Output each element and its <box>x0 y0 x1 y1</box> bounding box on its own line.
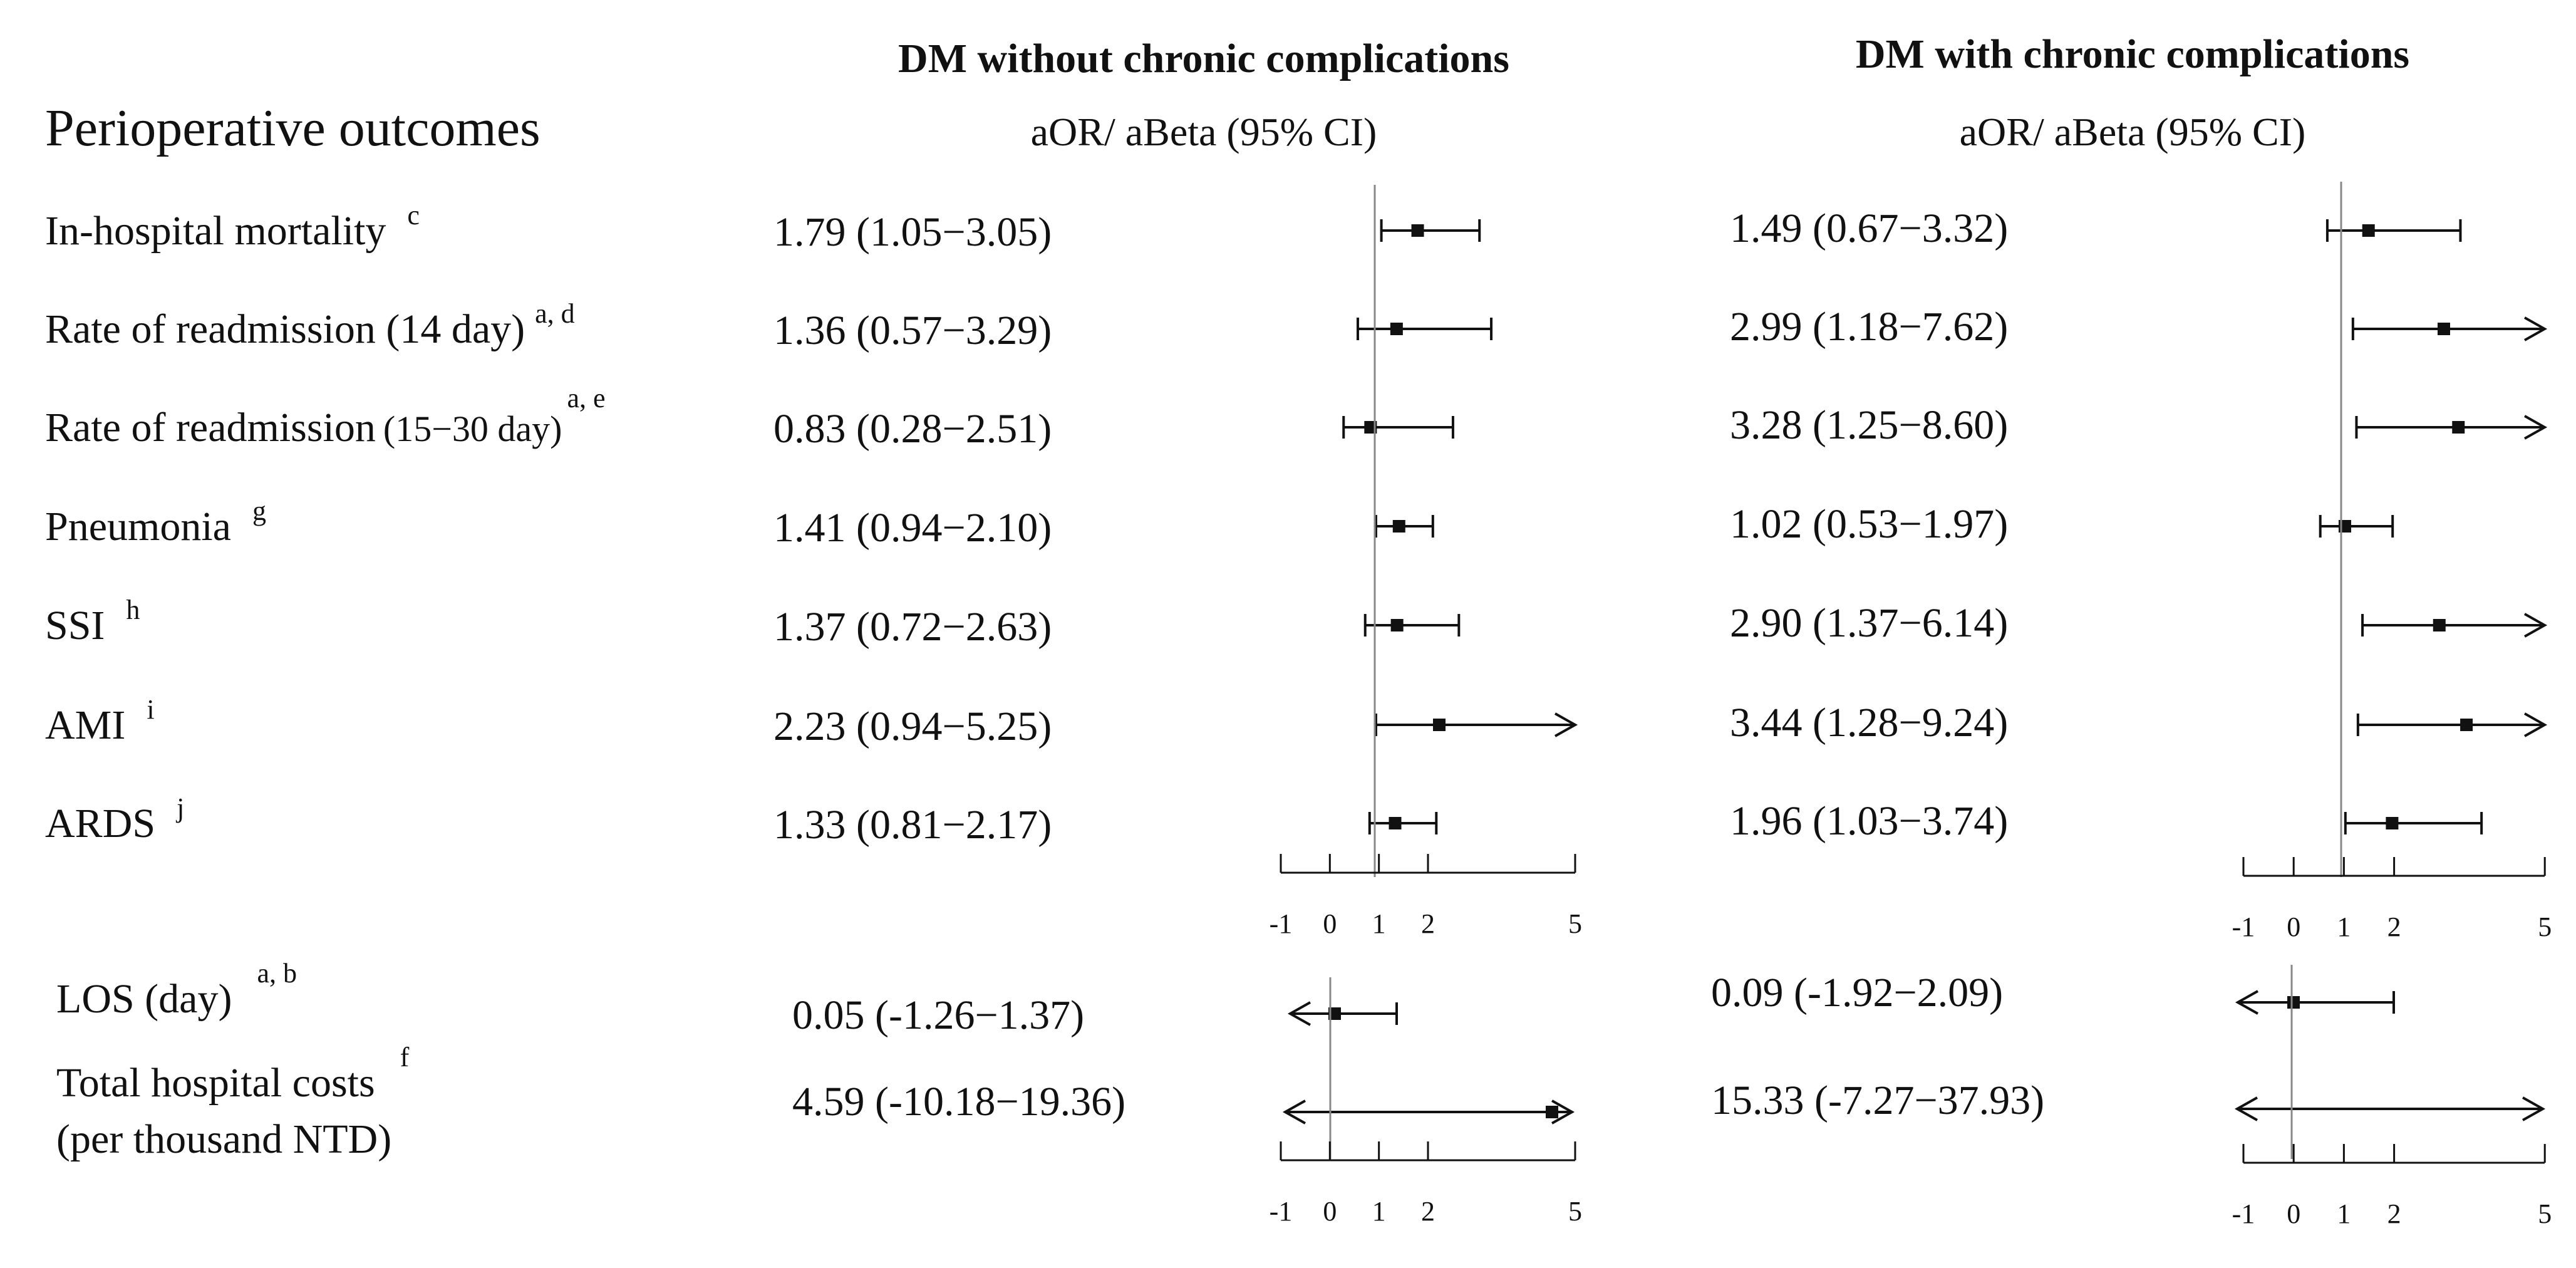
right-point-estimate-2 <box>2452 421 2465 434</box>
right-costs-arrow-left <box>2234 1096 2258 1121</box>
left-estimate-text-3: 1.41 (0.94−2.10) <box>773 505 1052 551</box>
left-estimate-text-2: 0.83 (0.28−2.51) <box>773 406 1052 452</box>
left-point-estimate-4 <box>1390 619 1404 631</box>
right-axis-tick-label-1-0: -1 <box>2232 1198 2255 1229</box>
left-axis-tick-label-1-0: -1 <box>1270 1196 1293 1227</box>
plot-layer: -1 0 1 2 5 -1 0 1 2 5 -1 0 1 2 5 -1 0 1 2 5 <box>1270 182 2552 1229</box>
right-costs-arrow-right <box>2522 1096 2546 1121</box>
cont-row-label-0: LOS (day) <box>56 976 232 1022</box>
left-axis-tick-label-0-2: 1 <box>1372 908 1386 939</box>
right-axis-tick-label-0-2: 1 <box>2337 912 2351 942</box>
right-ci-arrow-right-4 <box>2524 613 2548 638</box>
right-axis-tick-label-0-0: -1 <box>2232 912 2255 942</box>
right-point-estimate-0 <box>2362 224 2375 237</box>
outcome-column-header: Perioperative outcomes <box>45 99 541 157</box>
left-cont-estimate-text-1: 4.59 (-10.18−19.36) <box>792 1079 1125 1125</box>
right-axis-tick-label-1-4: 5 <box>2538 1198 2552 1229</box>
row-label-0: In-hospital mortality <box>45 208 386 254</box>
left-estimate-text-0: 1.79 (1.05−3.05) <box>773 209 1052 255</box>
row-label-small-2: (15−30 day) <box>383 408 562 449</box>
cont-row-label-line2-1: (per thousand NTD) <box>56 1116 391 1162</box>
row-label-5: AMI <box>45 702 125 748</box>
left-los-point-estimate <box>1328 1007 1341 1020</box>
cont-row-superscript-0: a, b <box>257 958 297 989</box>
right-axis-tick-label-1-1: 0 <box>2287 1198 2300 1229</box>
right-estimate-text-6: 1.96 (1.03−3.74) <box>1730 798 2008 844</box>
right-los-point-estimate <box>2287 996 2300 1009</box>
left-axis-tick-label-0-4: 5 <box>1568 908 1582 939</box>
right-cont-estimate-text-0: 0.09 (-1.92−2.09) <box>1711 970 2003 1016</box>
right-estimate-text-0: 1.49 (0.67−3.32) <box>1730 205 2008 251</box>
left-axis-tick-label-1-4: 5 <box>1568 1196 1582 1227</box>
right-point-estimate-1 <box>2437 323 2450 335</box>
left-point-estimate-6 <box>1389 817 1402 829</box>
left-axis-tick-label-1-2: 1 <box>1372 1196 1386 1227</box>
left-point-estimate-5 <box>1433 719 1446 731</box>
row-superscript-5: i <box>147 694 154 725</box>
right-point-estimate-4 <box>2433 619 2446 631</box>
row-label-4: SSI <box>45 603 105 648</box>
left-axis-tick-label-1-3: 2 <box>1421 1196 1435 1227</box>
left-estimate-header: aOR/ aBeta (95% CI) <box>1031 110 1377 154</box>
left-estimate-text-6: 1.33 (0.81−2.17) <box>773 802 1052 848</box>
left-ci-arrow-right-5 <box>1554 712 1578 737</box>
left-axis-tick-label-0-0: -1 <box>1270 908 1293 939</box>
right-estimate-text-1: 2.99 (1.18−7.62) <box>1730 304 2008 350</box>
right-cont-estimate-text-1: 15.33 (-7.27−37.93) <box>1711 1078 2044 1123</box>
right-estimate-text-4: 2.90 (1.37−6.14) <box>1730 600 2008 646</box>
row-label-2: Rate of readmission <box>45 405 376 450</box>
row-superscript-2: a, e <box>567 383 605 413</box>
row-label-3: Pneumonia <box>45 504 231 549</box>
left-costs-arrow-right <box>1551 1099 1575 1125</box>
left-estimate-text-4: 1.37 (0.72−2.63) <box>773 604 1052 650</box>
right-ci-arrow-right-5 <box>2524 712 2548 737</box>
left-point-estimate-1 <box>1390 323 1403 335</box>
left-los-arrow <box>1287 1001 1311 1026</box>
right-group-header: DM with chronic complications <box>1856 31 2409 77</box>
row-superscript-6: j <box>175 793 184 823</box>
left-axis-tick-label-0-1: 0 <box>1323 908 1337 939</box>
right-estimate-text-5: 3.44 (1.28−9.24) <box>1730 700 2008 746</box>
row-label-1: Rate of readmission (14 day) <box>45 306 525 352</box>
row-superscript-4: h <box>126 595 140 625</box>
right-estimate-text-2: 3.28 (1.25−8.60) <box>1730 402 2008 448</box>
left-axis-tick-label-0-3: 2 <box>1421 908 1435 939</box>
right-point-estimate-5 <box>2460 719 2473 731</box>
left-estimate-text-1: 1.36 (0.57−3.29) <box>773 308 1052 353</box>
left-point-estimate-2 <box>1364 421 1377 434</box>
row-superscript-1: a, d <box>535 298 575 329</box>
right-axis-tick-label-0-1: 0 <box>2287 912 2300 942</box>
left-point-estimate-0 <box>1411 224 1424 237</box>
right-estimate-text-3: 1.02 (0.53−1.97) <box>1730 501 2008 547</box>
left-point-estimate-3 <box>1392 520 1405 533</box>
right-estimate-header: aOR/ aBeta (95% CI) <box>1960 110 2306 154</box>
row-label-6: ARDS <box>45 801 155 846</box>
right-los-arrow <box>2235 990 2258 1015</box>
right-axis-tick-label-0-3: 2 <box>2387 912 2401 942</box>
cont-row-label-1: Total hospital costs <box>56 1060 375 1106</box>
right-axis-tick-label-1-3: 2 <box>2387 1198 2401 1229</box>
left-estimate-text-5: 2.23 (0.94−5.25) <box>773 704 1052 749</box>
row-superscript-0: c <box>407 200 420 231</box>
left-cont-estimate-text-0: 0.05 (-1.26−1.37) <box>792 992 1084 1038</box>
left-costs-arrow-left <box>1282 1099 1306 1125</box>
right-point-estimate-6 <box>2386 817 2399 829</box>
cont-row-superscript-1: f <box>400 1042 410 1073</box>
left-group-header: DM without chronic complications <box>898 36 1509 81</box>
right-axis-tick-label-1-2: 1 <box>2337 1198 2351 1229</box>
rows-layer: In-hospital mortality c 1.79 (1.05−3.05) 1.… <box>45 200 2044 1162</box>
right-axis-tick-label-0-4: 5 <box>2538 912 2552 942</box>
left-axis-tick-label-1-1: 0 <box>1323 1196 1337 1227</box>
row-superscript-3: g <box>252 496 266 526</box>
right-ci-arrow-right-1 <box>2524 316 2548 341</box>
left-costs-point-estimate <box>1546 1106 1558 1118</box>
right-ci-arrow-right-2 <box>2524 415 2548 440</box>
